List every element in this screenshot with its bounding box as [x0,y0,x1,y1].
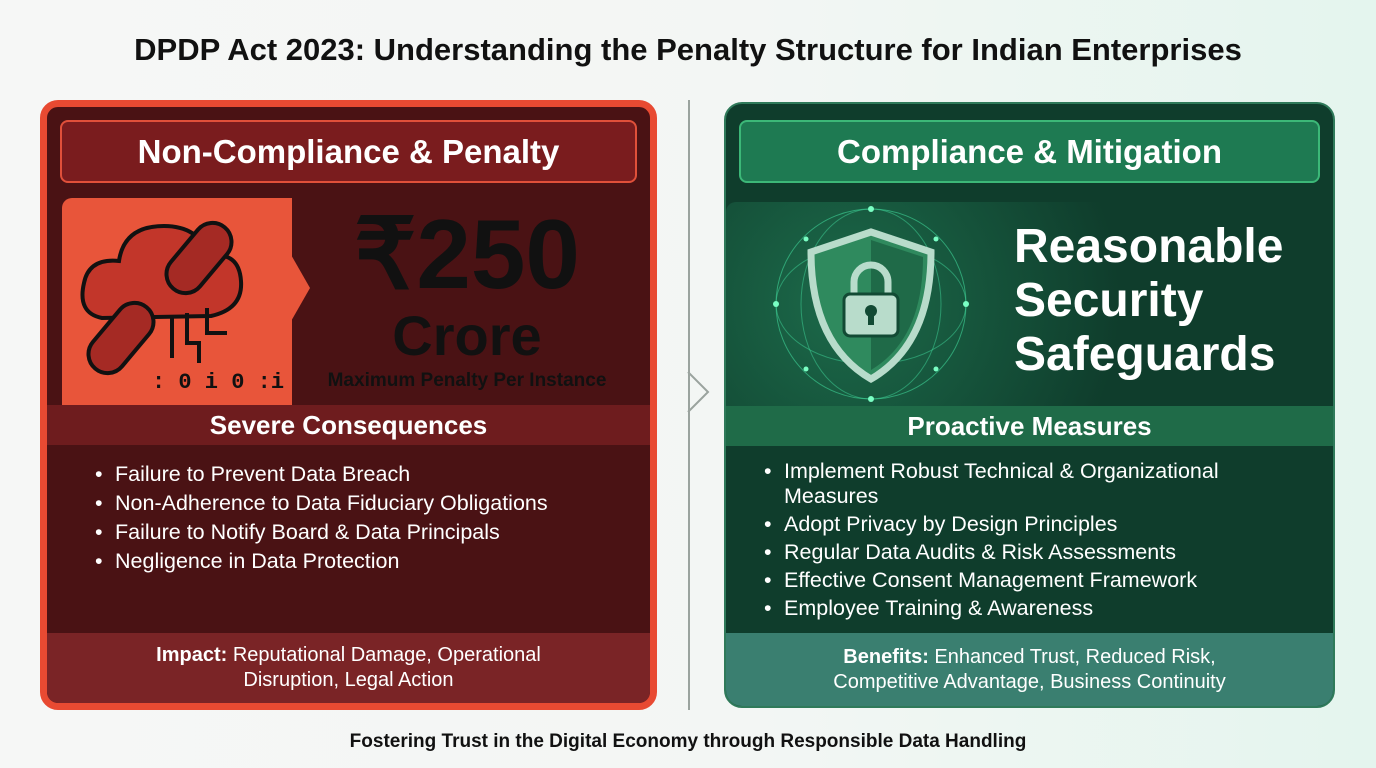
shield-lock-icon [773,206,969,402]
list-item: Non-Adherence to Data Fiduciary Obligati… [95,489,630,518]
hero-line: Reasonable [1014,220,1284,273]
list-item: Failure to Notify Board & Data Principal… [95,518,630,547]
panel-header: Non-Compliance & Penalty [60,120,637,183]
list-item: Employee Training & Awareness [764,596,1313,621]
measures-list: Implement Robust Technical & Organizatio… [764,459,1313,621]
list-item: Effective Consent Management Framework [764,568,1313,593]
page-title: DPDP Act 2023: Understanding the Penalty… [134,32,1242,67]
severe-consequences-heading: Severe Consequences [47,405,650,445]
hero-line: Security [1014,274,1204,327]
list-item: Failure to Prevent Data Breach [95,460,630,489]
impact-text: Reputational Damage, Operational Disrupt… [227,644,541,691]
chevron-right-icon [687,371,710,413]
broken-chain-cloud-icon: : 0 i 0 :i [62,198,292,406]
panel-header: Compliance & Mitigation [739,120,1320,183]
non-compliance-panel: Non-Compliance & Penalty : 0 i 0 :i ₹250… [40,100,657,710]
list-item: Implement Robust Technical & Organizatio… [764,459,1313,509]
benefits-label: Benefits: [843,645,929,668]
penalty-caption: Maximum Penalty Per Instance [327,370,607,391]
penalty-hero: : 0 i 0 :i ₹250 Crore Maximum Penalty Pe… [62,198,635,406]
hero-line: Safeguards [1014,328,1276,381]
penalty-unit: Crore [392,304,542,367]
compliance-panel: Compliance & Mitigation Reasonable Secur… [724,102,1335,708]
list-item: Regular Data Audits & Risk Assessments [764,540,1313,565]
divider [688,100,690,710]
benefits-footer: Benefits: Enhanced Trust, Reduced Risk, … [726,633,1333,706]
impact-footer: Impact: Reputational Damage, Operational… [47,633,650,703]
consequences-list: Failure to Prevent Data Breach Non-Adher… [95,460,630,576]
impact-label: Impact: [156,644,228,666]
proactive-measures-heading: Proactive Measures [726,406,1333,446]
svg-text:: 0 i 0 :i: : 0 i 0 :i [152,370,284,395]
penalty-amount: ₹250 [354,199,580,309]
page-footer: Fostering Trust in the Digital Economy t… [349,731,1027,752]
security-hero: Reasonable Security Safeguards [726,202,1333,406]
benefits-text: Enhanced Trust, Reduced Risk, Competitiv… [833,645,1226,693]
list-item: Adopt Privacy by Design Principles [764,512,1313,537]
list-item: Negligence in Data Protection [95,547,630,576]
